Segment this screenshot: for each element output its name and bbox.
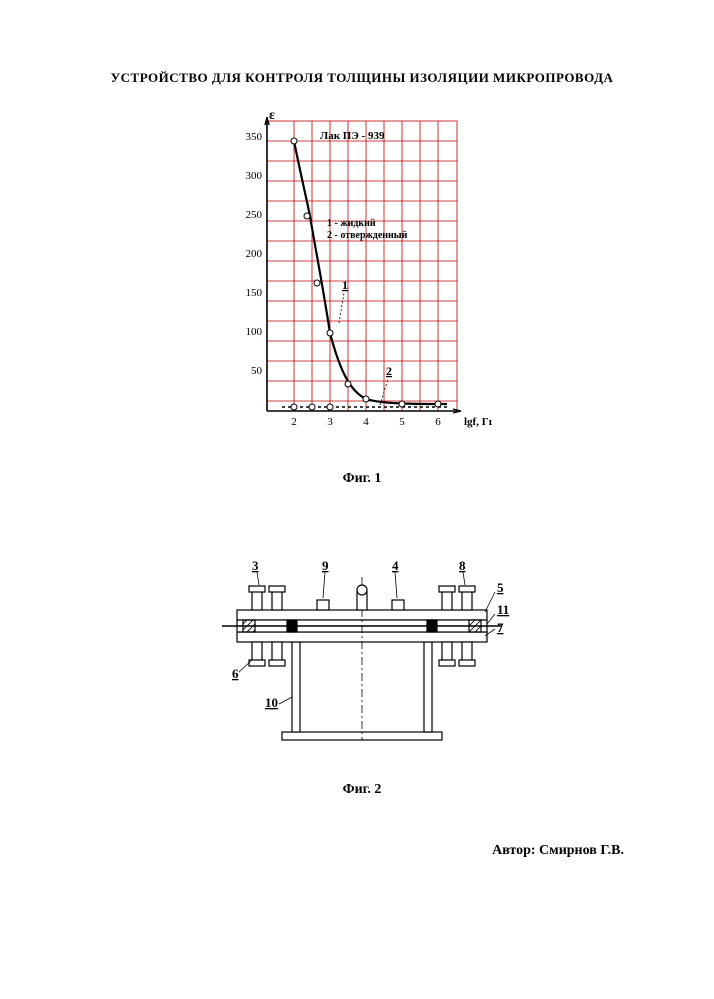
y-axis-label: ε bbox=[269, 111, 275, 123]
curve2-label: 2 bbox=[386, 364, 392, 378]
xtick-2: 2 bbox=[291, 416, 297, 428]
page-title: УСТРОЙСТВО ДЛЯ КОНТРОЛЯ ТОЛЩИНЫ ИЗОЛЯЦИИ… bbox=[90, 70, 634, 86]
fig2-caption: Фиг. 2 bbox=[90, 782, 634, 798]
ytick-150: 150 bbox=[246, 287, 263, 299]
ytick-200: 200 bbox=[246, 248, 263, 260]
point-c1-5 bbox=[345, 381, 351, 387]
fig1-caption: Фиг. 1 bbox=[90, 471, 634, 487]
point-c1-8 bbox=[435, 401, 441, 407]
callout-8: 8 bbox=[459, 558, 466, 573]
ytick-250: 250 bbox=[246, 209, 263, 221]
xtick-3: 3 bbox=[327, 416, 333, 428]
fig2-diagram: 3 9 4 8 5 11 7 6 bbox=[197, 532, 527, 752]
ytick-350: 350 bbox=[246, 131, 263, 143]
point-c1-4 bbox=[327, 330, 333, 336]
ytick-100: 100 bbox=[246, 326, 263, 338]
point-c2-3 bbox=[327, 404, 333, 410]
callout-9: 9 bbox=[322, 558, 329, 573]
author-line: Автор: Смирнов Г.В. bbox=[90, 843, 624, 859]
xtick-6: 6 bbox=[435, 416, 441, 428]
ytick-50: 50 bbox=[251, 365, 263, 377]
point-c1-7 bbox=[399, 401, 405, 407]
callout-5: 5 bbox=[497, 580, 504, 595]
callout-6: 6 bbox=[232, 666, 239, 681]
fig1-chart: 50 100 150 200 250 300 350 2 3 4 5 6 ε l… bbox=[232, 111, 492, 441]
point-c1-1 bbox=[291, 138, 297, 144]
point-c2-2 bbox=[309, 404, 315, 410]
xtick-5: 5 bbox=[399, 416, 405, 428]
point-c2-1 bbox=[291, 404, 297, 410]
chart-title: Лак ПЭ - 939 bbox=[320, 130, 385, 142]
callout-4: 4 bbox=[392, 558, 399, 573]
ytick-300: 300 bbox=[246, 170, 263, 182]
point-c1-6 bbox=[363, 396, 369, 402]
legend-1: 1 - жидкий bbox=[327, 218, 376, 229]
point-c1-3 bbox=[314, 280, 320, 286]
xtick-4: 4 bbox=[363, 416, 369, 428]
curve1-label: 1 bbox=[342, 278, 348, 292]
callout-3: 3 bbox=[252, 558, 259, 573]
point-c1-2 bbox=[304, 213, 310, 219]
legend-2: 2 - отвержденный bbox=[327, 230, 408, 241]
x-axis-label: lgf, Гц bbox=[464, 416, 492, 428]
callout-11: 11 bbox=[497, 602, 509, 617]
callout-7: 7 bbox=[497, 620, 504, 635]
callout-10: 10 bbox=[265, 695, 278, 710]
